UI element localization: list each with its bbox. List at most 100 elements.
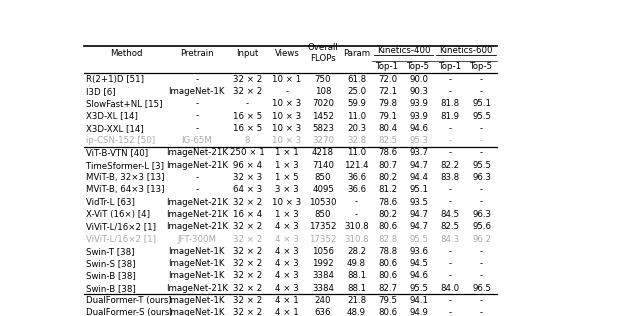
Text: ViViT-L/16×2 [1]: ViViT-L/16×2 [1] bbox=[86, 234, 156, 244]
Text: -: - bbox=[449, 198, 452, 207]
Text: -: - bbox=[195, 173, 198, 182]
Text: 10 × 3: 10 × 3 bbox=[273, 99, 301, 108]
Text: X-ViT (16×) [4]: X-ViT (16×) [4] bbox=[86, 210, 150, 219]
Text: 88.1: 88.1 bbox=[347, 284, 366, 293]
Text: -: - bbox=[449, 259, 452, 268]
Text: TimeSformer-L [3]: TimeSformer-L [3] bbox=[86, 161, 164, 170]
Text: 84.5: 84.5 bbox=[441, 210, 460, 219]
Text: ImageNet-1K: ImageNet-1K bbox=[168, 296, 225, 305]
Text: 10 × 3: 10 × 3 bbox=[273, 136, 301, 145]
Text: SlowFast+NL [15]: SlowFast+NL [15] bbox=[86, 99, 163, 108]
Text: 59.9: 59.9 bbox=[347, 99, 366, 108]
Text: 94.7: 94.7 bbox=[410, 210, 429, 219]
Text: 32 × 3: 32 × 3 bbox=[232, 173, 262, 182]
Text: -: - bbox=[449, 75, 452, 84]
Text: 850: 850 bbox=[315, 173, 332, 182]
Text: 79.1: 79.1 bbox=[378, 112, 397, 120]
Text: 82.8: 82.8 bbox=[378, 234, 397, 244]
Text: 3384: 3384 bbox=[312, 271, 334, 280]
Text: -: - bbox=[246, 99, 249, 108]
Text: 78.6: 78.6 bbox=[378, 149, 397, 157]
Text: DualFormer-S (ours): DualFormer-S (ours) bbox=[86, 308, 173, 316]
Text: -: - bbox=[355, 210, 358, 219]
Text: 78.6: 78.6 bbox=[378, 198, 397, 207]
Text: -: - bbox=[480, 271, 483, 280]
Text: 21.8: 21.8 bbox=[347, 296, 366, 305]
Text: 72.1: 72.1 bbox=[378, 87, 397, 96]
Text: 16 × 5: 16 × 5 bbox=[232, 124, 262, 133]
Text: 80.6: 80.6 bbox=[378, 259, 397, 268]
Text: 48.9: 48.9 bbox=[347, 308, 366, 316]
Text: 72.0: 72.0 bbox=[378, 75, 397, 84]
Text: 94.9: 94.9 bbox=[410, 308, 428, 316]
Text: 32 × 2: 32 × 2 bbox=[232, 308, 262, 316]
Text: -: - bbox=[449, 247, 452, 256]
Text: 94.4: 94.4 bbox=[410, 173, 429, 182]
Text: 3270: 3270 bbox=[312, 136, 334, 145]
Text: 96.5: 96.5 bbox=[472, 284, 491, 293]
Text: 121.4: 121.4 bbox=[344, 161, 369, 170]
Text: 5823: 5823 bbox=[312, 124, 334, 133]
Text: 82.5: 82.5 bbox=[441, 222, 460, 231]
Text: 80.6: 80.6 bbox=[378, 308, 397, 316]
Text: -: - bbox=[480, 185, 483, 194]
Text: 96 × 4: 96 × 4 bbox=[232, 161, 262, 170]
Text: 1 × 3: 1 × 3 bbox=[275, 210, 299, 219]
Text: 20.3: 20.3 bbox=[347, 124, 366, 133]
Text: ImageNet-21K: ImageNet-21K bbox=[166, 210, 228, 219]
Text: ImageNet-21K: ImageNet-21K bbox=[166, 198, 228, 207]
Text: 17352: 17352 bbox=[309, 234, 337, 244]
Text: 94.1: 94.1 bbox=[410, 296, 429, 305]
Text: IG-65M: IG-65M bbox=[181, 136, 212, 145]
Text: 3 × 3: 3 × 3 bbox=[275, 185, 299, 194]
Text: 10530: 10530 bbox=[309, 198, 337, 207]
Text: -: - bbox=[449, 185, 452, 194]
Text: JFT-300M: JFT-300M bbox=[177, 234, 216, 244]
Text: Top-5: Top-5 bbox=[408, 62, 431, 71]
Text: 16 × 5: 16 × 5 bbox=[232, 112, 262, 120]
Text: 1 × 3: 1 × 3 bbox=[275, 161, 299, 170]
Text: 32 × 2: 32 × 2 bbox=[232, 87, 262, 96]
Text: 4 × 3: 4 × 3 bbox=[275, 222, 299, 231]
Text: 10 × 3: 10 × 3 bbox=[273, 198, 301, 207]
Text: 32.8: 32.8 bbox=[347, 136, 366, 145]
Text: 32 × 2: 32 × 2 bbox=[232, 296, 262, 305]
Text: 93.9: 93.9 bbox=[410, 112, 428, 120]
Text: Top-1: Top-1 bbox=[376, 62, 399, 71]
Text: -: - bbox=[480, 75, 483, 84]
Text: X3D-XL [14]: X3D-XL [14] bbox=[86, 112, 138, 120]
Text: 94.5: 94.5 bbox=[410, 259, 429, 268]
Text: 80.2: 80.2 bbox=[378, 173, 397, 182]
Text: -: - bbox=[449, 136, 452, 145]
Text: X3D-XXL [14]: X3D-XXL [14] bbox=[86, 124, 144, 133]
Text: 95.1: 95.1 bbox=[410, 185, 429, 194]
Text: -: - bbox=[449, 87, 452, 96]
Text: 4218: 4218 bbox=[312, 149, 334, 157]
Text: 850: 850 bbox=[315, 210, 332, 219]
Text: 1452: 1452 bbox=[312, 112, 334, 120]
Text: 36.6: 36.6 bbox=[347, 185, 366, 194]
Text: 80.2: 80.2 bbox=[378, 210, 397, 219]
Text: -: - bbox=[449, 124, 452, 133]
Text: 93.5: 93.5 bbox=[410, 198, 429, 207]
Text: 1992: 1992 bbox=[312, 259, 334, 268]
Text: 750: 750 bbox=[315, 75, 332, 84]
Text: 1056: 1056 bbox=[312, 247, 334, 256]
Text: 95.6: 95.6 bbox=[472, 222, 491, 231]
Text: 10 × 3: 10 × 3 bbox=[273, 112, 301, 120]
Text: Input: Input bbox=[236, 49, 259, 58]
Text: 32 × 2: 32 × 2 bbox=[232, 247, 262, 256]
Text: 25.0: 25.0 bbox=[347, 87, 366, 96]
Text: 84.0: 84.0 bbox=[441, 284, 460, 293]
Text: Pretrain: Pretrain bbox=[180, 49, 214, 58]
Text: 1 × 1: 1 × 1 bbox=[275, 149, 299, 157]
Text: 81.9: 81.9 bbox=[441, 112, 460, 120]
Text: 94.6: 94.6 bbox=[410, 124, 429, 133]
Text: 4 × 3: 4 × 3 bbox=[275, 271, 299, 280]
Text: ImageNet-21K: ImageNet-21K bbox=[166, 161, 228, 170]
Text: 80.6: 80.6 bbox=[378, 222, 397, 231]
Text: -: - bbox=[195, 75, 198, 84]
Text: Swin-T [38]: Swin-T [38] bbox=[86, 247, 134, 256]
Text: R(2+1)D [51]: R(2+1)D [51] bbox=[86, 75, 144, 84]
Text: Param: Param bbox=[343, 49, 370, 58]
